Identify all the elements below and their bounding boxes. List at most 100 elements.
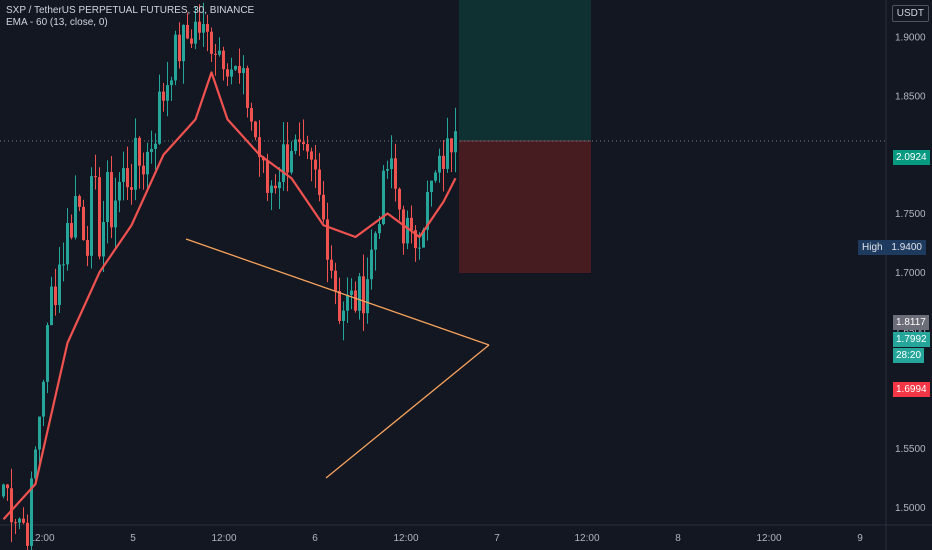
candle-body [310, 151, 313, 160]
candle-body [90, 176, 93, 256]
candle-body [94, 176, 97, 178]
candle-body [62, 264, 65, 266]
candle-body [74, 196, 77, 238]
x-tick-label: 7 [494, 533, 500, 544]
stop-zone[interactable] [459, 140, 591, 274]
ema-line[interactable] [2, 71, 457, 520]
candle-body [58, 264, 61, 306]
candle-body [286, 144, 289, 173]
candle-body [442, 155, 445, 169]
candle-body [290, 151, 293, 173]
candle-body [326, 219, 329, 260]
candle-body [186, 24, 189, 39]
candle-body [222, 50, 225, 70]
candle-body [66, 222, 69, 265]
indicator-legend[interactable]: EMA - 60 (13, close, 0) [6, 17, 108, 28]
candle-body [266, 160, 269, 193]
bar-countdown-label: 28:20 [893, 348, 925, 363]
candle-body [242, 68, 245, 74]
high-price-tag: High 1.9400 [858, 240, 926, 255]
candle-body [330, 259, 333, 271]
high-price-value: 1.9400 [891, 242, 922, 253]
candle-body [106, 172, 109, 223]
symbol-title[interactable]: SXP / TetherUS PERPETUAL FUTURES, 30, BI… [6, 5, 255, 16]
candle-body [142, 165, 145, 175]
candle-body [282, 144, 285, 182]
candle-body [14, 522, 17, 524]
candle-body [214, 53, 217, 55]
candle-body [270, 185, 273, 193]
candle-body [42, 381, 45, 417]
x-tick-label: 12:00 [211, 533, 236, 544]
candle-body [298, 139, 301, 143]
candle-body [46, 325, 49, 382]
candle-body [70, 222, 73, 238]
candle-body [394, 158, 397, 189]
candle-body [342, 310, 345, 321]
candle-body [358, 276, 361, 311]
last-price-label: 1.8117 [893, 315, 929, 330]
stop-price-label: 1.6994 [893, 382, 930, 397]
target-zone[interactable] [459, 0, 591, 141]
high-tag-label: High [862, 242, 883, 253]
candle-body [278, 181, 281, 189]
target-price-label: 2.0924 [893, 150, 930, 165]
candle-body [230, 69, 233, 77]
candle-body [246, 68, 249, 108]
candle-body [10, 488, 13, 523]
candle-body [86, 240, 89, 256]
candle-body [126, 168, 129, 188]
y-tick-label: 1.8500 [895, 91, 926, 102]
candle-body [102, 222, 105, 257]
y-tick-label: 1.7500 [895, 209, 926, 220]
candle-body [406, 217, 409, 244]
x-tick-label: 6 [312, 533, 318, 544]
candle-body [174, 34, 177, 81]
candle-body [194, 21, 197, 44]
candle-body [170, 80, 173, 86]
candle-body [318, 169, 321, 195]
candle-body [302, 142, 305, 145]
candle-body [158, 91, 161, 144]
candle-body [454, 131, 457, 153]
candle-body [166, 85, 169, 101]
x-tick-label: 5 [130, 533, 136, 544]
x-tick-label: 8 [675, 533, 681, 544]
candle-body [426, 191, 429, 230]
candle-body [130, 187, 133, 190]
candle-body [430, 180, 433, 192]
support-trendline[interactable] [325, 344, 490, 479]
candle-body [154, 143, 157, 149]
candle-body [374, 233, 377, 250]
candle-body [150, 148, 153, 152]
candle-body [446, 138, 449, 169]
candle-body [138, 137, 141, 166]
candle-body [386, 169, 389, 171]
candle-body [322, 194, 325, 220]
candle-body [190, 38, 193, 44]
candle-body [26, 522, 29, 546]
ema-price-label: 1.7992 [893, 332, 930, 347]
candle-body [22, 518, 25, 523]
y-tick-label: 1.5000 [895, 503, 926, 514]
y-tick-label: 1.5500 [895, 444, 926, 455]
candle-body [314, 159, 317, 170]
candle-body [206, 24, 209, 32]
candle-body [122, 168, 125, 182]
candle-body [146, 151, 149, 175]
candle-body [450, 138, 453, 153]
resistance-trendline[interactable] [185, 238, 490, 346]
candle-body [378, 224, 381, 234]
candle-body [410, 217, 413, 231]
candle-body [258, 137, 261, 157]
candle-body [78, 196, 81, 207]
candle-body [362, 276, 365, 314]
candle-body [110, 172, 113, 228]
currency-unit-button[interactable]: USDT [891, 5, 929, 22]
candle-body [118, 181, 121, 201]
candle-body [238, 65, 241, 74]
candle-body [30, 478, 33, 546]
candle-body [38, 416, 41, 450]
